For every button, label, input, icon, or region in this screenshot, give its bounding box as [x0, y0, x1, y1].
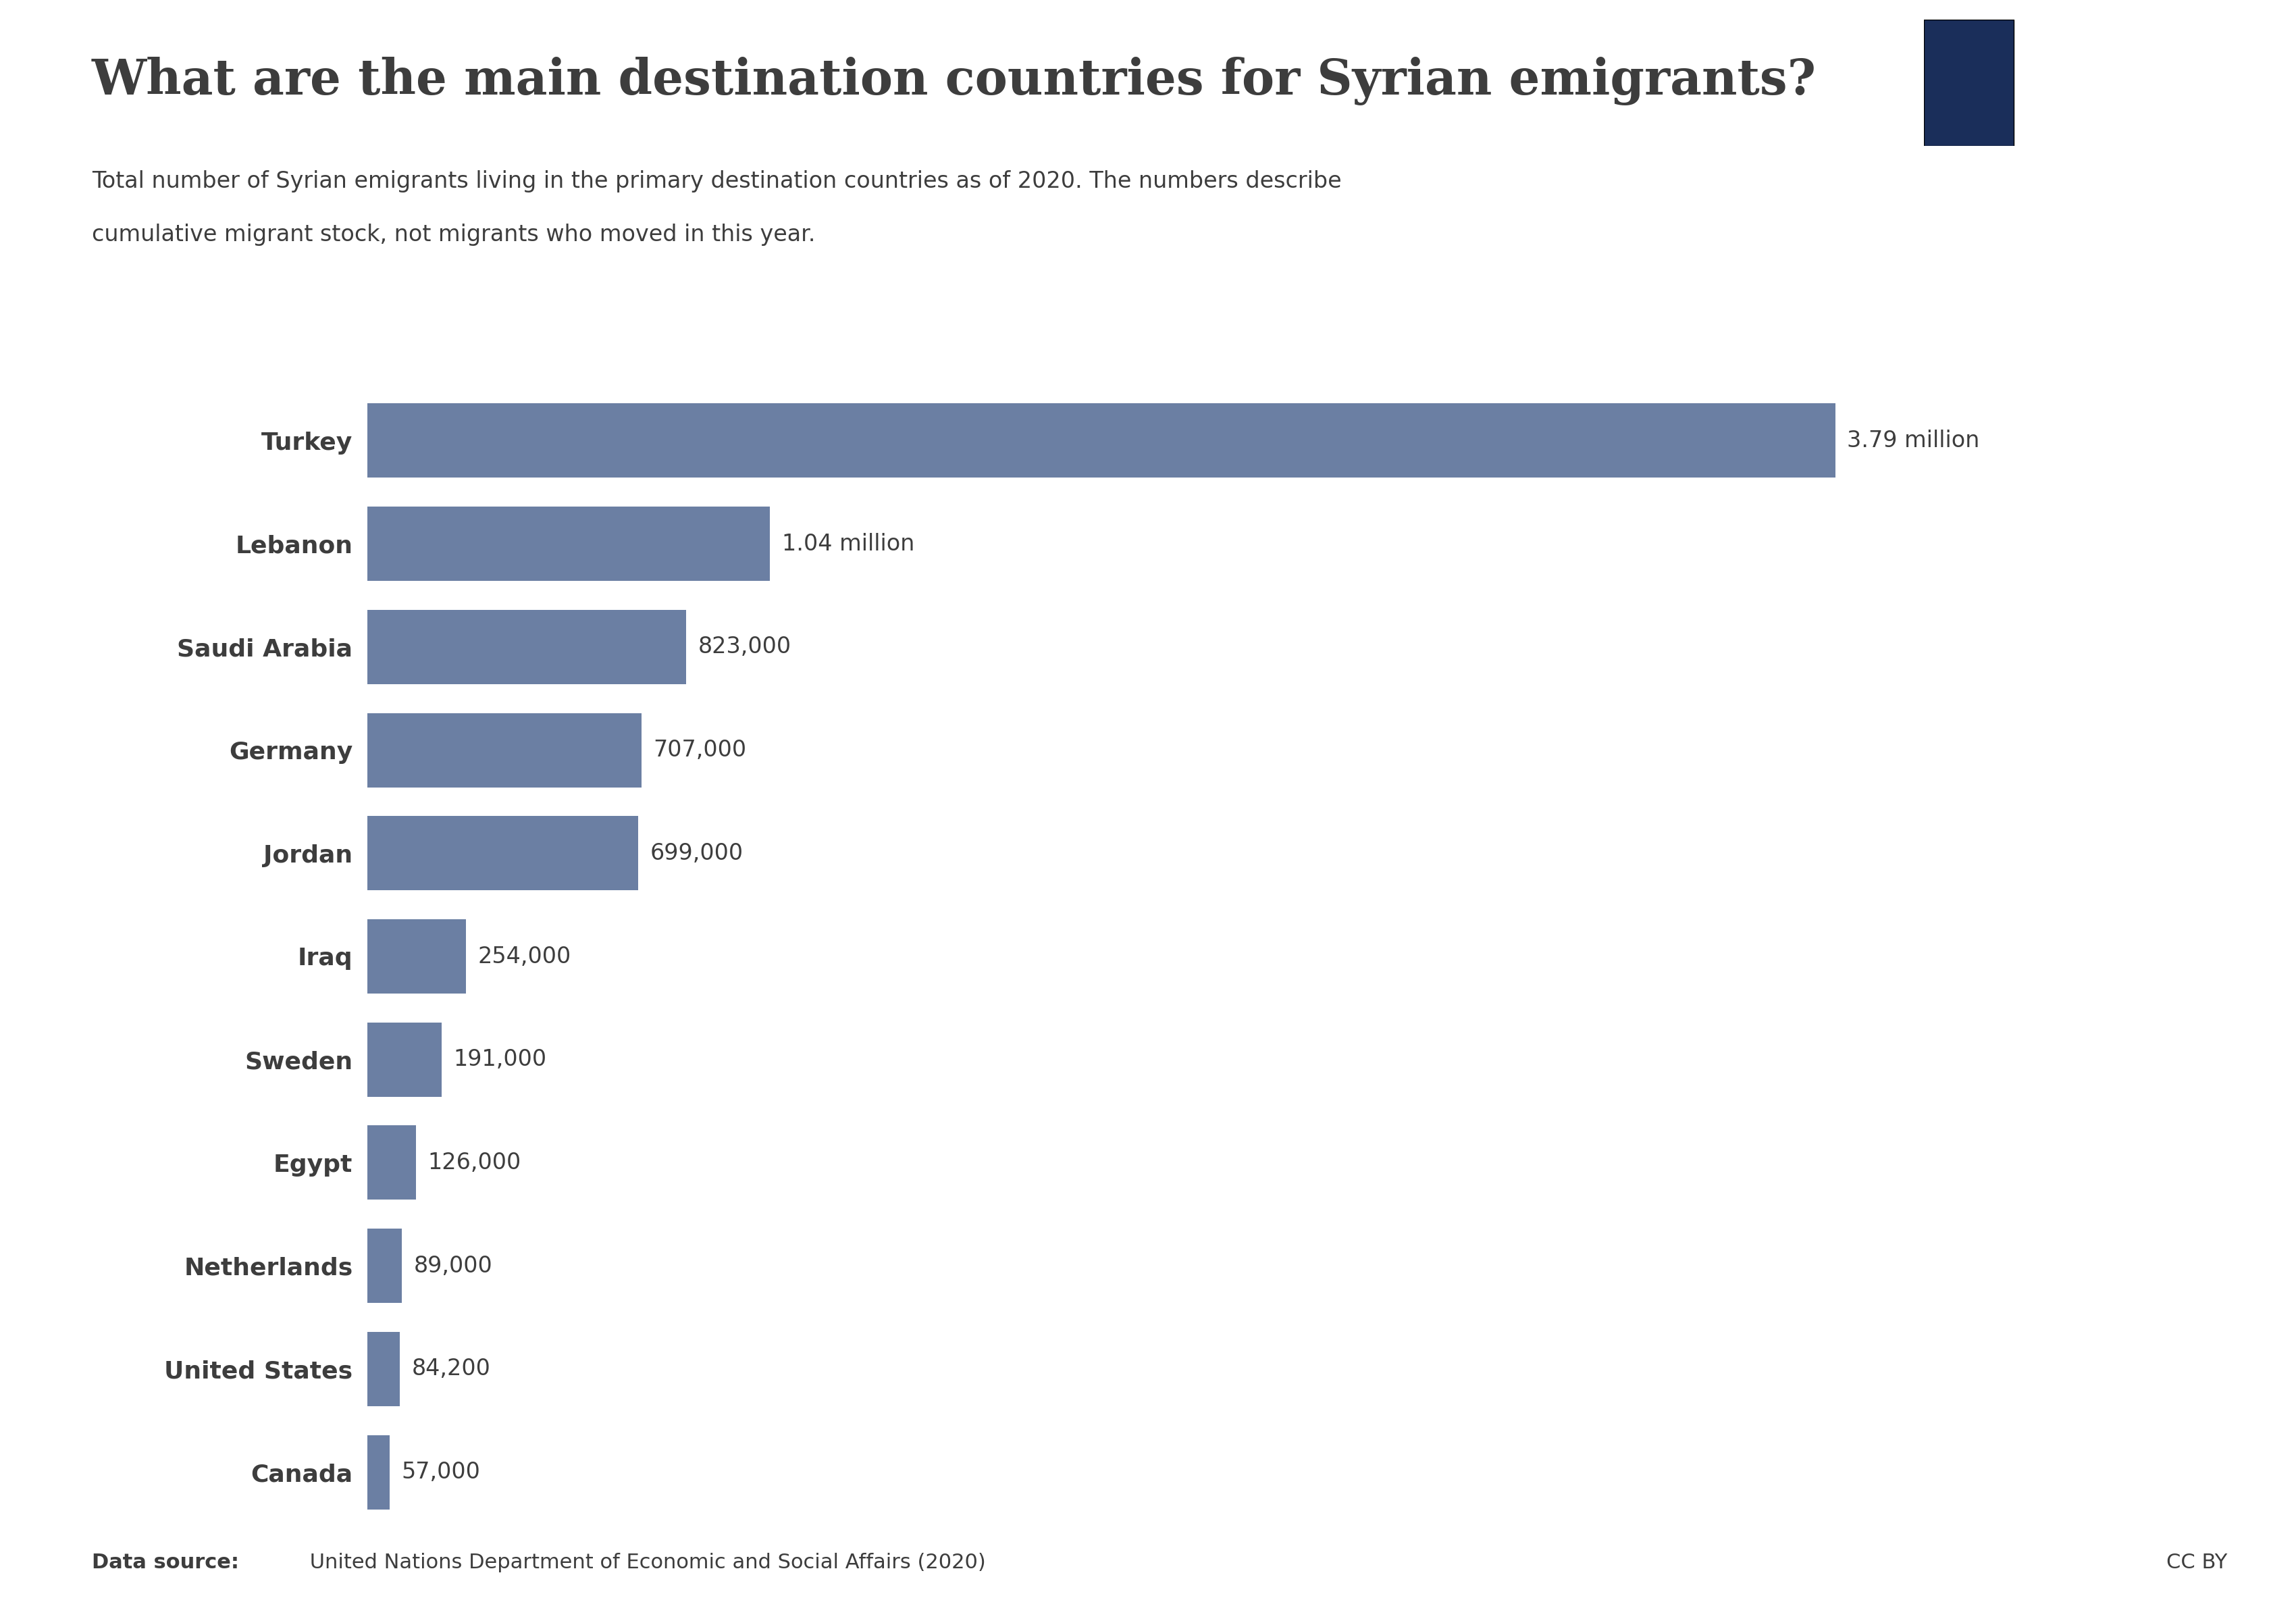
FancyBboxPatch shape [1924, 19, 2014, 146]
Text: cumulative migrant stock, not migrants who moved in this year.: cumulative migrant stock, not migrants w… [92, 224, 815, 246]
Text: 191,000: 191,000 [452, 1049, 546, 1071]
Text: 699,000: 699,000 [650, 841, 744, 864]
Bar [367, 609, 687, 684]
Text: in Data: in Data [2082, 101, 2165, 120]
Text: 823,000: 823,000 [698, 635, 792, 658]
Bar [367, 713, 641, 788]
Text: 89,000: 89,000 [413, 1255, 491, 1277]
Text: What are the main destination countries for Syrian emigrants?: What are the main destination countries … [92, 57, 1816, 105]
Text: 707,000: 707,000 [652, 739, 746, 762]
Text: Data source:: Data source: [92, 1553, 239, 1572]
Bar [367, 404, 1835, 478]
Bar [367, 1332, 400, 1405]
Text: 84,200: 84,200 [411, 1358, 491, 1379]
Text: United Nations Department of Economic and Social Affairs (2020): United Nations Department of Economic an… [303, 1553, 985, 1572]
Text: 57,000: 57,000 [402, 1461, 480, 1483]
Bar [367, 1229, 402, 1303]
Bar [367, 507, 769, 580]
Text: 1.04 million: 1.04 million [783, 533, 914, 554]
Bar [367, 1125, 416, 1200]
Bar [367, 815, 638, 890]
Text: CC BY: CC BY [2165, 1553, 2227, 1572]
Text: Total number of Syrian emigrants living in the primary destination countries as : Total number of Syrian emigrants living … [92, 170, 1341, 193]
Text: 254,000: 254,000 [478, 945, 572, 968]
Bar [367, 1023, 441, 1097]
Bar [367, 1435, 390, 1509]
Text: 126,000: 126,000 [427, 1151, 521, 1174]
Bar [367, 919, 466, 994]
Text: 3.79 million: 3.79 million [1846, 430, 1979, 452]
Text: Our World: Our World [2064, 50, 2181, 70]
